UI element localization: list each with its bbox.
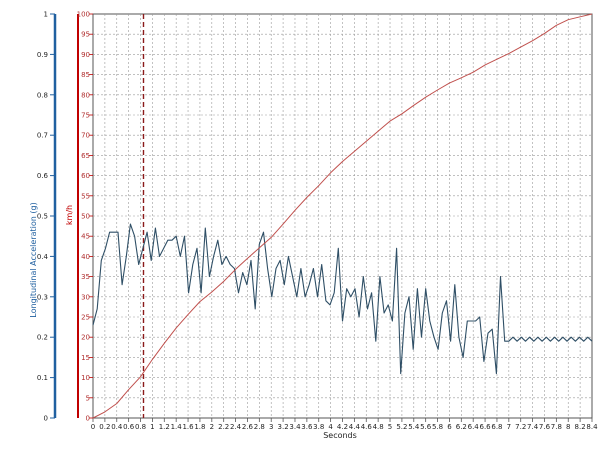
y-right-tick-label: 60 bbox=[81, 172, 90, 180]
x-tick-label: 7.8 bbox=[551, 423, 562, 431]
x-tick-label: 3.2 bbox=[278, 423, 289, 431]
y-right-tick-label: 55 bbox=[81, 192, 90, 200]
x-tick-label: 2.2 bbox=[218, 423, 229, 431]
x-tick-label: 6.8 bbox=[491, 423, 502, 431]
y-left-tick-label: 0.7 bbox=[37, 132, 48, 140]
x-axis-title: Seconds bbox=[323, 431, 357, 440]
x-tick-label: 4.4 bbox=[349, 423, 361, 431]
x-tick-label: 0 bbox=[91, 423, 95, 431]
y-right-tick-label: 10 bbox=[81, 374, 90, 382]
y-right-tick-label: 100 bbox=[77, 11, 90, 19]
x-tick-label: 5.2 bbox=[396, 423, 407, 431]
x-tick-label: 8.2 bbox=[575, 423, 586, 431]
x-tick-label: 5 bbox=[388, 423, 392, 431]
label-layer: Longitudinal Acceleration (g) km/h Secon… bbox=[29, 11, 598, 441]
x-tick-label: 5.6 bbox=[420, 423, 432, 431]
y-left-tick-label: 0.2 bbox=[37, 334, 48, 342]
x-tick-label: 7.2 bbox=[515, 423, 526, 431]
x-tick-label: 1.8 bbox=[194, 423, 205, 431]
y-right-tick-label: 90 bbox=[81, 51, 90, 59]
y-right-tick-label: 75 bbox=[81, 112, 90, 120]
y-left-tick-label: 0.5 bbox=[37, 213, 48, 221]
x-tick-label: 7.6 bbox=[539, 423, 551, 431]
x-tick-label: 1.6 bbox=[182, 423, 194, 431]
x-tick-label: 0.2 bbox=[99, 423, 110, 431]
x-tick-label: 7 bbox=[507, 423, 511, 431]
acceleration-series-line bbox=[92, 223, 593, 375]
y-right-tick-label: 65 bbox=[81, 152, 90, 160]
y-left-tick-label: 1 bbox=[44, 11, 48, 19]
y-right-tick-label: 80 bbox=[81, 91, 90, 99]
y-right-tick-label: 85 bbox=[81, 71, 90, 79]
x-tick-label: 6.2 bbox=[456, 423, 467, 431]
y-right-tick-label: 40 bbox=[81, 253, 90, 261]
x-tick-label: 6.6 bbox=[480, 423, 492, 431]
axis-layer bbox=[50, 13, 593, 422]
y-right-tick-label: 45 bbox=[81, 233, 90, 241]
x-tick-label: 6.4 bbox=[468, 423, 480, 431]
y-right-tick-label: 35 bbox=[81, 273, 90, 281]
x-tick-label: 4.6 bbox=[361, 423, 373, 431]
y-left-tick-label: 0.4 bbox=[37, 253, 49, 261]
x-tick-label: 2.8 bbox=[254, 423, 265, 431]
speed-series-line bbox=[92, 13, 593, 419]
x-tick-label: 0.8 bbox=[135, 423, 146, 431]
x-tick-label: 6 bbox=[447, 423, 452, 431]
x-tick-label: 4 bbox=[328, 423, 333, 431]
x-tick-label: 2.6 bbox=[242, 423, 254, 431]
y-right-tick-label: 5 bbox=[86, 394, 90, 402]
x-tick-label: 8 bbox=[566, 423, 570, 431]
x-tick-label: 1.4 bbox=[171, 423, 183, 431]
x-tick-label: 2.4 bbox=[230, 423, 242, 431]
y-right-tick-label: 15 bbox=[81, 354, 90, 362]
x-tick-label: 3 bbox=[269, 423, 273, 431]
x-tick-label: 8.4 bbox=[586, 423, 598, 431]
y-left-tick-label: 0.8 bbox=[37, 91, 48, 99]
x-tick-label: 0.6 bbox=[123, 423, 135, 431]
x-tick-label: 5.4 bbox=[408, 423, 420, 431]
x-tick-label: 3.4 bbox=[289, 423, 301, 431]
x-tick-label: 7.4 bbox=[527, 423, 539, 431]
y-right-tick-label: 25 bbox=[81, 314, 90, 322]
y-axis-left-title: Longitudinal Acceleration (g) bbox=[29, 202, 38, 317]
y-right-tick-label: 95 bbox=[81, 31, 90, 39]
grid-layer bbox=[92, 13, 593, 419]
y-left-tick-label: 0 bbox=[44, 415, 48, 423]
y-right-tick-label: 50 bbox=[81, 213, 90, 221]
x-tick-label: 3.6 bbox=[301, 423, 313, 431]
y-left-tick-label: 0.3 bbox=[37, 293, 48, 301]
x-tick-label: 5.8 bbox=[432, 423, 443, 431]
y-axis-right-title: km/h bbox=[65, 205, 74, 225]
y-left-tick-label: 0.9 bbox=[37, 51, 48, 59]
x-tick-label: 1 bbox=[150, 423, 154, 431]
y-right-tick-label: 30 bbox=[81, 293, 90, 301]
y-right-tick-label: 70 bbox=[81, 132, 90, 140]
x-tick-label: 2 bbox=[210, 423, 214, 431]
x-tick-label: 3.8 bbox=[313, 423, 324, 431]
x-tick-label: 0.4 bbox=[111, 423, 123, 431]
x-tick-label: 4.2 bbox=[337, 423, 348, 431]
y-right-tick-label: 0 bbox=[86, 415, 90, 423]
y-left-tick-label: 0.1 bbox=[37, 374, 48, 382]
y-left-tick-label: 0.6 bbox=[37, 172, 49, 180]
x-tick-label: 1.2 bbox=[159, 423, 170, 431]
y-right-tick-label: 20 bbox=[81, 334, 90, 342]
series-layer bbox=[92, 13, 593, 419]
x-tick-label: 4.8 bbox=[373, 423, 384, 431]
